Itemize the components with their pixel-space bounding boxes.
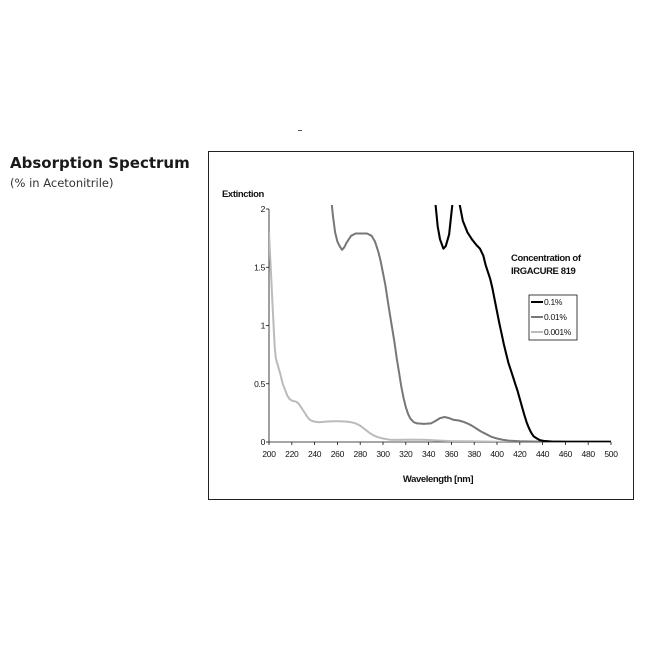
chart-frame: 200 220 240 260 280 300 320 340 360 380 400 420 440 4…	[208, 151, 634, 500]
axes-layer	[268, 209, 611, 443]
y-tick-label: 1	[261, 321, 266, 331]
x-tick-label: 480	[582, 449, 596, 459]
x-tick-label: 260	[331, 449, 345, 459]
series-line-0-1pct	[434, 205, 454, 250]
legend-label: 0.001%	[544, 327, 572, 337]
legend: Concentration of IRGACURE 819 0.1% 0.01% 0…	[511, 253, 582, 341]
x-tick-label: 240	[308, 449, 322, 459]
x-tick-label: 220	[285, 449, 299, 459]
legend-title-line-1: Concentration of	[511, 253, 582, 264]
y-axis-label: Extinction	[222, 189, 265, 200]
x-tick-label: 420	[513, 449, 527, 459]
series-layer	[269, 205, 611, 442]
x-tick-label: 360	[445, 449, 459, 459]
legend-label: 0.01%	[544, 312, 567, 322]
x-tick-label: 500	[604, 449, 618, 459]
x-tick-label: 380	[468, 449, 482, 459]
x-tick-label: 460	[559, 449, 573, 459]
series-line-0-1pct	[458, 205, 611, 442]
absorption-chart: 200 220 240 260 280 300 320 340 360 380 400 420 440 4…	[222, 189, 619, 485]
x-axis-label: Wavelength [nm]	[403, 474, 473, 485]
page-heading: Absorption Spectrum	[10, 154, 190, 172]
x-tick-label: 400	[490, 449, 504, 459]
x-tick-label: 320	[399, 449, 413, 459]
legend-box	[528, 294, 578, 341]
x-tick-label: 280	[354, 449, 368, 459]
x-tick-label: 300	[376, 449, 390, 459]
y-tick-label: 1.5	[254, 262, 265, 272]
y-tick-label: 0.5	[254, 379, 265, 389]
x-tick-label: 440	[536, 449, 550, 459]
legend-label: 0.1%	[544, 297, 563, 307]
x-tick-label: 340	[422, 449, 436, 459]
y-tick-label: 2	[261, 204, 266, 214]
page-subheading: (% in Acetonitrile)	[10, 176, 114, 190]
legend-title-line-2: IRGACURE 819	[511, 266, 575, 277]
stray-dash-mark	[298, 130, 302, 131]
series-line-0-01pct	[330, 205, 611, 442]
y-tick-label: 0	[261, 437, 266, 447]
series-line-0-001pct	[269, 232, 611, 442]
ticks-layer: 200 220 240 260 280 300 320 340 360 380 400 420 440 4…	[254, 204, 618, 459]
x-tick-label: 200	[262, 449, 276, 459]
